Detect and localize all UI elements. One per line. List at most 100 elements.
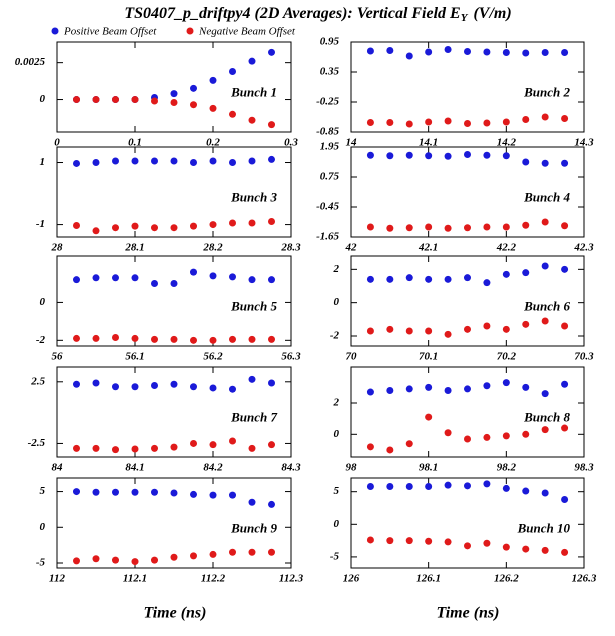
data-point: [386, 224, 394, 232]
data-point: [190, 336, 197, 344]
data-point: [444, 538, 452, 546]
data-point: [502, 270, 510, 278]
data-point: [483, 48, 491, 56]
plot-frame: [56, 477, 292, 569]
data-point: [541, 317, 549, 325]
data-point: [112, 224, 119, 232]
data-point: [405, 327, 413, 335]
data-point: [541, 489, 549, 497]
data-point: [92, 227, 100, 235]
data-point: [190, 268, 197, 276]
data-point: [229, 437, 236, 445]
data-point: [170, 157, 178, 165]
plot-frame: [350, 255, 585, 347]
data-point: [131, 488, 139, 496]
data-point: [73, 444, 80, 452]
data-point: [151, 97, 158, 105]
data-point: [483, 119, 491, 127]
data-point: [190, 101, 197, 109]
data-point: [541, 159, 549, 167]
data-point: [502, 118, 510, 126]
data-point: [386, 537, 394, 545]
data-point: [444, 46, 452, 53]
y-tick-label: 5: [40, 485, 46, 497]
data-point: [229, 491, 236, 499]
data-point: [386, 275, 394, 283]
data-point: [170, 443, 178, 451]
y-tick-label: 5: [334, 485, 340, 497]
panel-label: Bunch 3: [230, 189, 277, 204]
data-point: [190, 439, 197, 447]
data-point: [229, 159, 236, 167]
y-tick-label: 0: [334, 428, 340, 440]
data-point: [170, 98, 178, 106]
data-point: [112, 274, 119, 282]
data-point: [561, 159, 569, 167]
y-tick-label: 0: [40, 93, 46, 105]
data-point: [522, 430, 530, 438]
data-point: [92, 334, 100, 342]
data-point: [561, 380, 569, 388]
data-point: [444, 224, 452, 232]
x-tick-label: 0.3: [284, 137, 298, 149]
data-point: [92, 555, 100, 563]
data-point: [248, 498, 256, 506]
data-point: [386, 119, 394, 126]
panel-label: Bunch 1: [230, 84, 277, 99]
y-tick-label: 2: [333, 397, 340, 409]
legend-label: Positive Beam Offset: [63, 26, 157, 38]
x-tick-label: 56: [52, 351, 64, 363]
data-point: [112, 96, 119, 104]
data-point: [170, 224, 178, 232]
data-point: [229, 110, 236, 118]
y-tick-label: 0.75: [320, 171, 340, 183]
x-tick-label: 14.1: [419, 137, 438, 149]
x-tick-label: 28.1: [124, 242, 144, 254]
data-point: [151, 335, 158, 343]
legend-marker: [186, 27, 194, 35]
data-point: [209, 336, 217, 344]
data-point: [92, 379, 100, 387]
y-tick-label: 1: [40, 156, 46, 168]
data-point: [464, 224, 471, 232]
data-point: [425, 223, 433, 231]
data-point: [366, 275, 374, 283]
data-point: [209, 157, 217, 165]
y-tick-label: 0.95: [320, 36, 340, 48]
data-point: [268, 217, 275, 225]
data-point: [248, 57, 256, 65]
data-point: [366, 482, 374, 490]
x-tick-label: 112: [49, 573, 65, 585]
x-tick-label: 126.1: [416, 573, 441, 585]
data-point: [444, 152, 452, 160]
x-tick-label: 42.2: [496, 242, 517, 254]
data-point: [248, 157, 256, 165]
y-tick-label: -2: [36, 334, 46, 346]
data-point: [73, 334, 80, 342]
data-point: [425, 413, 433, 421]
data-point: [444, 386, 452, 394]
data-point: [170, 380, 178, 388]
panel-label: Bunch 7: [230, 409, 277, 424]
x-tick-label: 42: [345, 242, 358, 254]
data-point: [483, 480, 491, 488]
data-point: [405, 385, 413, 393]
plot-frame: [350, 366, 585, 458]
x-tick-label: 56.3: [281, 351, 301, 363]
data-point: [209, 76, 217, 84]
data-point: [112, 333, 119, 341]
data-point: [92, 444, 100, 452]
data-point: [425, 327, 433, 335]
x-tick-label: 98.1: [419, 462, 438, 474]
data-point: [483, 382, 491, 390]
data-point: [541, 49, 549, 56]
data-point: [366, 223, 374, 231]
data-point: [170, 553, 178, 561]
x-tick-label: 126.3: [572, 573, 597, 585]
data-point: [425, 48, 433, 56]
title-main: TS0407_p_driftpy4 (2D Averages): Vertica…: [124, 5, 460, 22]
data-point: [112, 157, 119, 165]
data-point: [131, 383, 139, 391]
data-point: [112, 446, 119, 454]
data-point: [366, 47, 374, 55]
